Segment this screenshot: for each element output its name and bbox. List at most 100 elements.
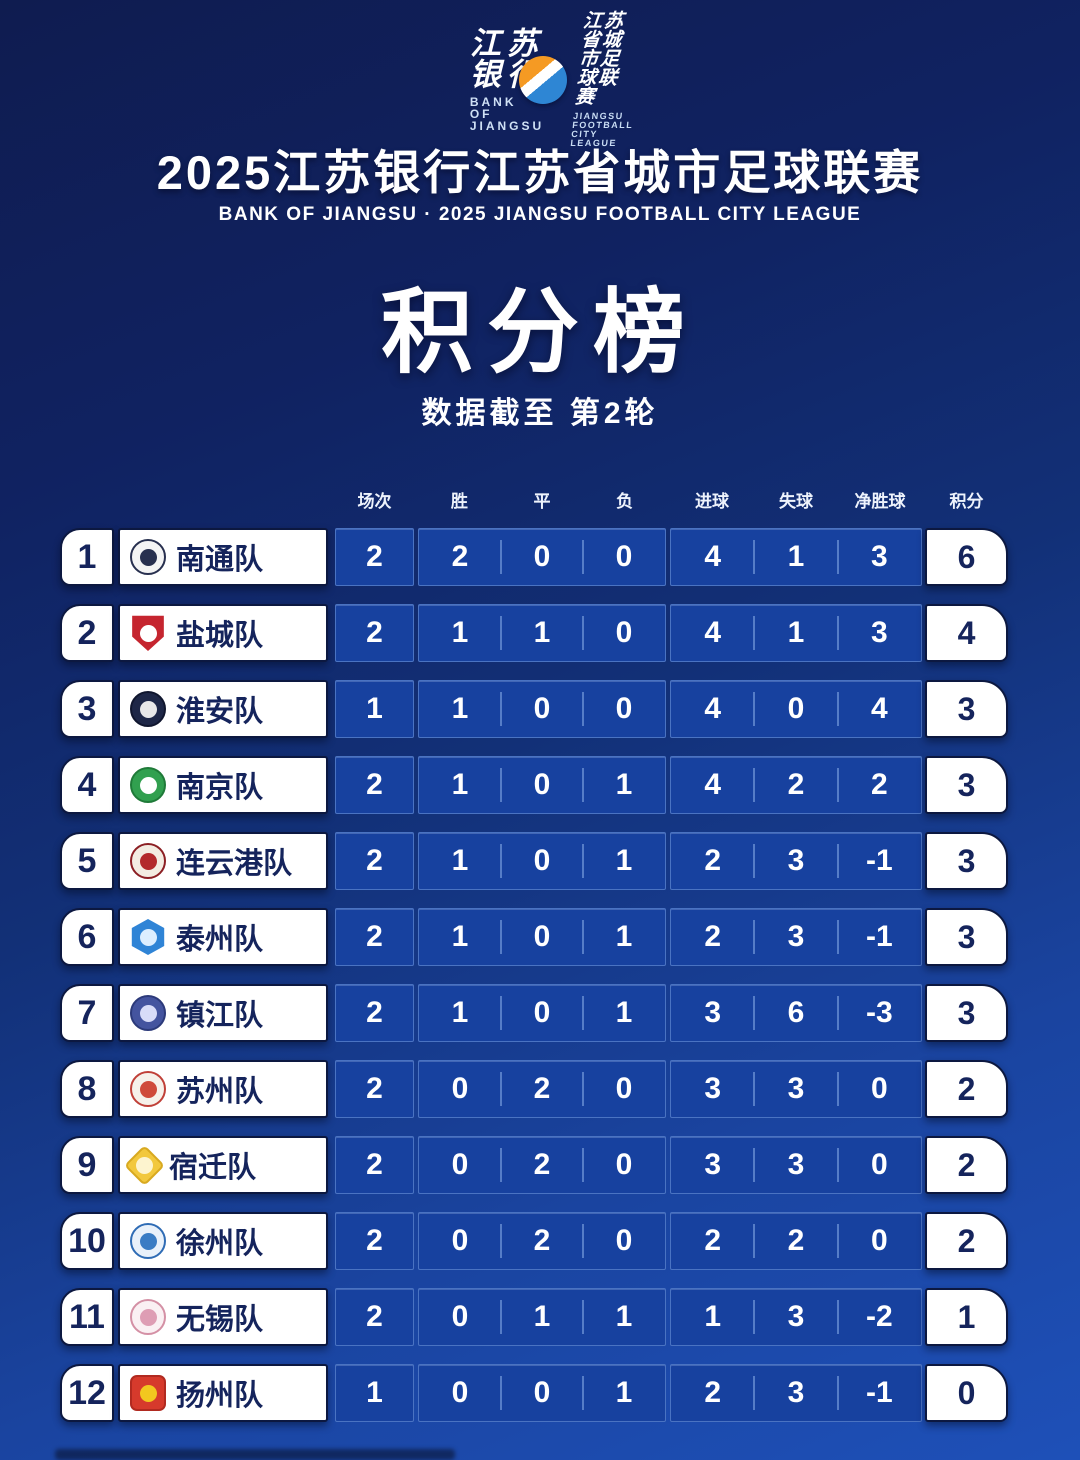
team-logo-icon bbox=[130, 1223, 166, 1259]
league-logo: 江苏省城市足球联赛 JIANGSU FOOTBALL CITY LEAGUE bbox=[518, 11, 633, 148]
stat-losses: 1 bbox=[582, 985, 665, 1041]
team-logo-glyph bbox=[139, 1080, 157, 1098]
played-cell: 1 bbox=[335, 680, 414, 738]
table-row: 8 苏州队 2 0 2 0 3 3 0 2 bbox=[60, 1060, 1008, 1118]
stat-wins: 0 bbox=[451, 1148, 469, 1181]
team-logo-glyph bbox=[139, 1384, 157, 1402]
goal-cells: 3 3 0 bbox=[670, 1136, 922, 1194]
stat-draws: 2 bbox=[500, 1213, 583, 1269]
team-logo-icon bbox=[130, 995, 166, 1031]
team-name: 南通队 bbox=[176, 544, 264, 576]
goal-cells: 1 3 -2 bbox=[670, 1288, 922, 1346]
team-name: 宿迁队 bbox=[169, 1152, 257, 1184]
stat-played: 2 bbox=[366, 844, 383, 877]
points-cell: 2 bbox=[925, 1136, 1008, 1194]
points-cell: 3 bbox=[925, 984, 1008, 1042]
points-cell: 1 bbox=[925, 1288, 1008, 1346]
stat-wins: 1 bbox=[451, 616, 469, 649]
team-logo-icon bbox=[130, 691, 166, 727]
stat-goals-against: 3 bbox=[753, 909, 837, 965]
logo-row: 江苏银行 BANK OF JIANGSU 江苏省城市足球联赛 JIANGSU F… bbox=[0, 11, 1080, 148]
stat-wins: 2 bbox=[451, 540, 469, 573]
stat-losses: 0 bbox=[582, 605, 665, 661]
played-cell: 2 bbox=[335, 604, 414, 662]
column-header-goals-against: 失球 bbox=[779, 491, 813, 511]
team-cell: 扬州队 bbox=[118, 1364, 328, 1422]
goal-cells: 2 2 0 bbox=[670, 1212, 922, 1270]
table-row: 7 镇江队 2 1 0 1 3 6 -3 3 bbox=[60, 984, 1008, 1042]
team-name: 镇江队 bbox=[176, 1000, 264, 1032]
stat-wins: 1 bbox=[451, 996, 469, 1029]
team-cell: 南京队 bbox=[118, 756, 328, 814]
stat-played: 2 bbox=[366, 540, 383, 573]
column-header-draws: 平 bbox=[533, 491, 551, 511]
stat-goals-for: 3 bbox=[704, 1148, 721, 1181]
played-cell: 2 bbox=[335, 908, 414, 966]
played-cell: 2 bbox=[335, 1288, 414, 1346]
stat-goal-diff: 0 bbox=[836, 1137, 921, 1193]
stat-goal-diff: 0 bbox=[836, 1213, 921, 1269]
team-logo-icon bbox=[123, 1144, 166, 1186]
stat-draws: 2 bbox=[500, 1137, 583, 1193]
wdl-cells: 1 0 0 bbox=[418, 680, 666, 738]
rank-cell: 11 bbox=[60, 1288, 114, 1346]
played-cell: 2 bbox=[335, 756, 414, 814]
stat-goal-diff: -1 bbox=[836, 833, 921, 889]
page-subtitle: BANK OF JIANGSU · 2025 JIANGSU FOOTBALL … bbox=[218, 204, 862, 225]
stat-draws: 0 bbox=[500, 757, 583, 813]
wdl-cells: 1 0 1 bbox=[418, 832, 666, 890]
column-header-group-wdl: 胜 平 负 bbox=[418, 487, 666, 512]
team-cell: 镇江队 bbox=[118, 984, 328, 1042]
stat-goal-diff: 2 bbox=[836, 757, 921, 813]
bank-name-en: BANK OF JIANGSU bbox=[469, 95, 545, 133]
stat-losses: 0 bbox=[582, 1061, 665, 1117]
stat-goals-for: 4 bbox=[704, 616, 721, 649]
rank-cell: 2 bbox=[60, 604, 114, 662]
stat-draws: 1 bbox=[500, 1289, 583, 1345]
stat-goals-against: 3 bbox=[753, 1365, 837, 1421]
column-header-played: 场次 bbox=[357, 491, 392, 511]
team-name: 淮安队 bbox=[176, 696, 264, 728]
wdl-cells: 2 0 0 bbox=[418, 528, 666, 586]
rank-cell: 4 bbox=[60, 756, 114, 814]
team-logo-glyph bbox=[132, 1152, 157, 1178]
team-logo-icon bbox=[132, 615, 164, 651]
team-logo-glyph bbox=[139, 776, 157, 794]
points-cell: 3 bbox=[925, 908, 1008, 966]
team-name: 连云港队 bbox=[176, 848, 293, 880]
column-header-losses: 负 bbox=[616, 491, 634, 511]
column-header-points: 积分 bbox=[949, 491, 984, 511]
team-logo-glyph bbox=[139, 852, 157, 870]
rank-cell: 8 bbox=[60, 1060, 114, 1118]
column-header-wins: 胜 bbox=[450, 491, 468, 511]
team-name: 盐城队 bbox=[176, 620, 264, 652]
stat-wins: 1 bbox=[451, 844, 469, 877]
team-cell: 徐州队 bbox=[118, 1212, 328, 1270]
played-cell: 2 bbox=[335, 1212, 414, 1270]
stat-goals-against: 6 bbox=[753, 985, 837, 1041]
stat-goals-for: 2 bbox=[704, 844, 721, 877]
stat-played: 2 bbox=[366, 1224, 383, 1257]
stat-draws: 0 bbox=[500, 833, 583, 889]
goal-cells: 4 0 4 bbox=[670, 680, 922, 738]
stat-wins: 1 bbox=[451, 768, 469, 801]
stat-goal-diff: 3 bbox=[836, 529, 921, 585]
stat-goals-for: 3 bbox=[704, 996, 721, 1029]
team-name: 无锡队 bbox=[176, 1304, 264, 1336]
played-cell: 2 bbox=[335, 1060, 414, 1118]
table-row: 5 连云港队 2 1 0 1 2 3 -1 3 bbox=[60, 832, 1008, 890]
stat-goal-diff: 4 bbox=[836, 681, 921, 737]
wdl-cells: 0 2 0 bbox=[418, 1212, 666, 1270]
rank-cell: 12 bbox=[60, 1364, 114, 1422]
stat-goals-for: 2 bbox=[704, 1376, 721, 1409]
points-cell: 3 bbox=[925, 756, 1008, 814]
column-header-group-goals: 进球 失球 净胜球 bbox=[670, 487, 922, 512]
team-cell: 南通队 bbox=[118, 528, 328, 586]
table-row: 11 无锡队 2 0 1 1 1 3 -2 1 bbox=[60, 1288, 1008, 1346]
team-cell: 苏州队 bbox=[118, 1060, 328, 1118]
stat-wins: 0 bbox=[451, 1072, 469, 1105]
stat-goals-against: 3 bbox=[753, 833, 837, 889]
team-cell: 淮安队 bbox=[118, 680, 328, 738]
team-logo-icon bbox=[130, 1299, 166, 1335]
